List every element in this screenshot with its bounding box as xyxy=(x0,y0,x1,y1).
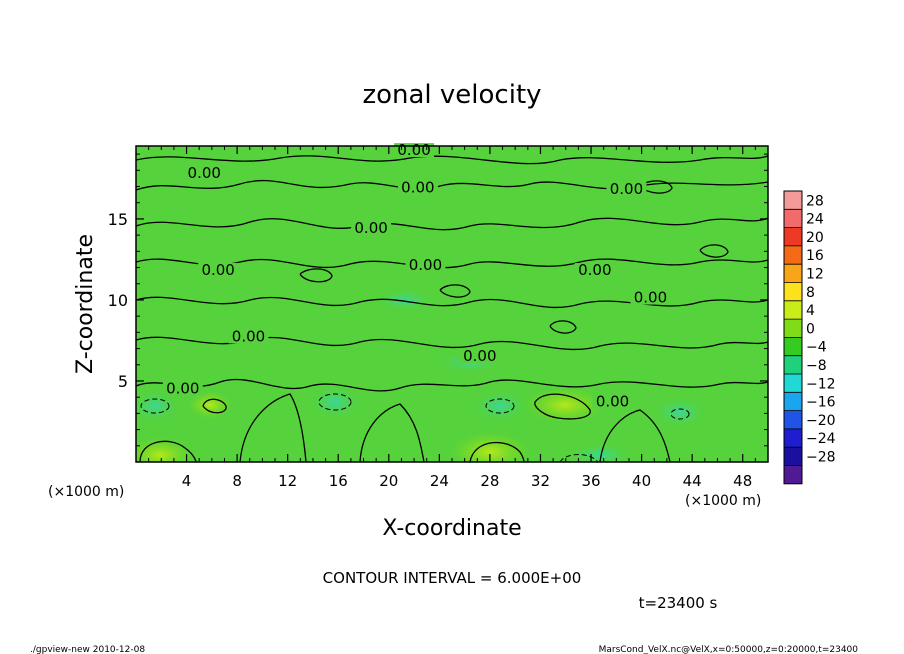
colorbar-label: 20 xyxy=(806,230,824,246)
x-axis-label: X-coordinate xyxy=(382,516,521,541)
colorbar-label: −4 xyxy=(806,340,827,356)
colorbar: 28 24 20 16 12 8 4 0 −4 −8 −12 −16 −20 −24 −28 xyxy=(783,190,836,485)
x-tick-label: 28 xyxy=(480,472,499,490)
contour-label-bg xyxy=(397,180,438,195)
contour-label: 0.00 xyxy=(610,180,643,198)
contour-label: 0.00 xyxy=(409,256,442,274)
y-axis-label: Z-coordinate xyxy=(73,234,98,374)
x-tick-label: 16 xyxy=(329,472,348,490)
colorbar-swatch xyxy=(784,209,802,228)
contour-label: 0.00 xyxy=(578,261,611,279)
contour-label-bg xyxy=(184,165,225,180)
footer-left: ./gpview-new 2010-12-08 xyxy=(30,645,145,654)
contour-label-bg xyxy=(459,348,500,363)
colorbar-swatch xyxy=(784,300,802,320)
colorbar-label: 8 xyxy=(806,285,815,301)
contour-labels: 0.00 0.00 0.00 0.00 0.00 0.00 0.00 0.00 0.00 0.00… xyxy=(162,141,671,410)
contour-label: 0.00 xyxy=(634,289,667,307)
colorbar-label: 28 xyxy=(806,193,824,209)
colorbar-swatch xyxy=(784,282,802,301)
contour-label: 0.00 xyxy=(463,347,496,365)
x-tick-label: 36 xyxy=(581,472,600,490)
colorbar-swatch xyxy=(784,191,802,210)
colorbar-label: −12 xyxy=(806,376,836,392)
contour-label-bg xyxy=(351,220,392,235)
colorbar-label: −24 xyxy=(806,431,836,447)
contour-label: 0.00 xyxy=(354,219,387,237)
contour-label-bg xyxy=(405,258,446,273)
contour-label: 0.00 xyxy=(201,261,234,279)
colorbar-swatch xyxy=(784,227,802,246)
colorbar-swatch xyxy=(784,374,802,393)
y-tick-label: 15 xyxy=(108,210,128,229)
x-tick-label: 32 xyxy=(531,472,550,490)
colorbar-swatch xyxy=(784,319,802,338)
negative-contours xyxy=(140,393,690,462)
x-tick-label: 44 xyxy=(683,472,702,490)
colorbar-swatch xyxy=(784,447,802,466)
colorbar-swatch xyxy=(784,245,802,265)
contour-label-bg xyxy=(228,329,269,344)
colorbar-swatch xyxy=(784,465,802,484)
colorbar-label: −20 xyxy=(806,413,836,429)
contour-label: 0.00 xyxy=(232,327,265,345)
colorbar-label: −28 xyxy=(806,450,836,466)
colorbar-label: −16 xyxy=(806,395,836,411)
contour-label: 0.00 xyxy=(596,392,629,410)
contour-interval-text: CONTOUR INTERVAL = 6.000E+00 xyxy=(323,569,582,587)
y-tick-label: 5 xyxy=(118,372,128,391)
plot-area: 0.00 0.00 0.00 0.00 0.00 0.00 0.00 0.00 0.00 0.00… xyxy=(108,141,769,490)
y-tick-label: 10 xyxy=(108,291,128,310)
colorbar-label: 12 xyxy=(806,267,824,283)
chart-title: zonal velocity xyxy=(362,80,541,110)
colorbar-label: 4 xyxy=(806,303,815,319)
colorbar-label: 0 xyxy=(806,321,815,337)
x-tick-label: 4 xyxy=(182,472,192,490)
colorbar-label: 16 xyxy=(806,248,824,264)
contour-label: 0.00 xyxy=(397,141,430,159)
colorbar-label: 24 xyxy=(806,212,824,228)
colorbar-swatch xyxy=(784,264,802,283)
x-tick-label: 48 xyxy=(733,472,752,490)
field-shading xyxy=(136,288,710,462)
colorbar-swatch xyxy=(784,428,802,448)
contour-label-bg xyxy=(162,381,203,396)
x-unit-right: (×1000 m) xyxy=(685,493,761,509)
contour-label-bg xyxy=(574,263,615,278)
x-tick-label: 24 xyxy=(430,472,449,490)
contour-label: 0.00 xyxy=(188,164,221,182)
contour-label: 0.00 xyxy=(166,379,199,397)
x-tick-label: 40 xyxy=(632,472,651,490)
x-unit-left: (×1000 m) xyxy=(48,484,124,500)
colorbar-swatch xyxy=(784,410,802,429)
contour-label: 0.00 xyxy=(401,178,434,196)
contour-label-bg xyxy=(198,263,239,278)
colorbar-swatch xyxy=(784,355,802,374)
colorbar-swatch xyxy=(784,392,802,411)
colorbar-swatch xyxy=(784,337,802,356)
x-tick-label: 12 xyxy=(278,472,297,490)
footer-right: MarsCond_VelX.nc@VelX,x=0:50000,z=0:2000… xyxy=(599,645,859,654)
colorbar-label: −8 xyxy=(806,358,827,374)
x-tick-label: 8 xyxy=(232,472,242,490)
x-tick-label: 20 xyxy=(379,472,398,490)
contour-label-bg xyxy=(592,394,633,409)
contour-label-bg xyxy=(630,290,671,305)
contour-label-bg xyxy=(606,181,647,196)
time-text: t=23400 s xyxy=(639,594,718,612)
